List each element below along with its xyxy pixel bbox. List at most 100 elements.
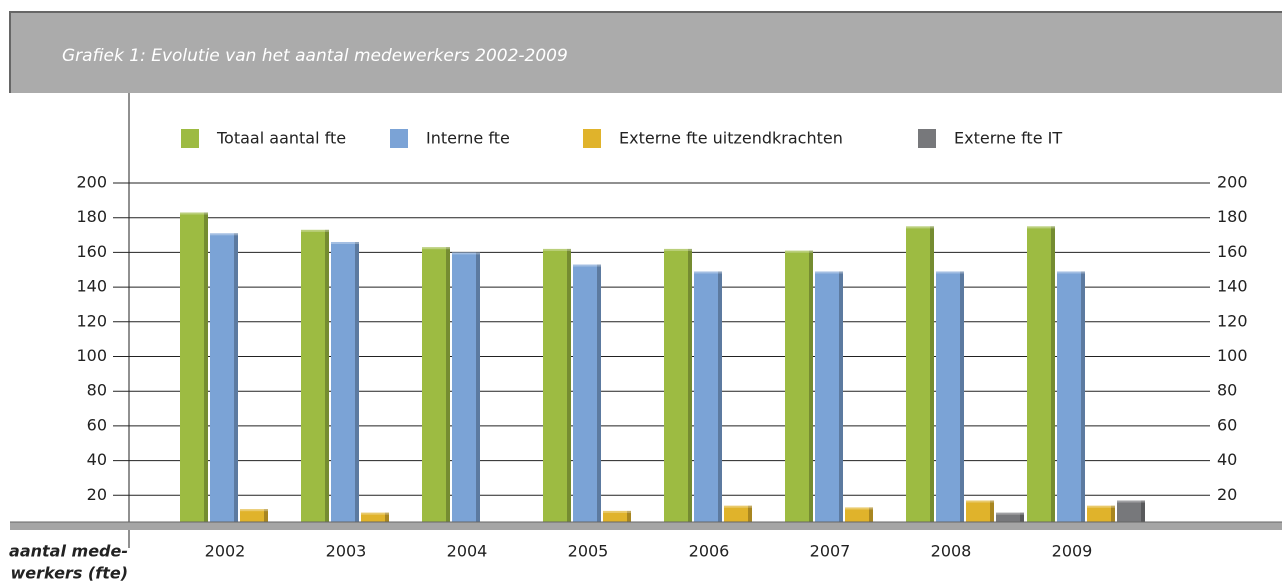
y-axis-label: werkers (fte) [10,564,128,583]
bar-side [476,252,480,530]
bar-top [422,247,450,250]
bar [785,250,813,531]
y2-tick-label: 100 [1217,346,1248,365]
bar-top [936,271,964,274]
bar-top [724,505,752,508]
y-tick-label: 40 [87,450,107,469]
frame [9,11,1282,93]
bar-top [603,510,631,513]
bar [815,271,843,530]
bar-top [573,264,601,267]
bar-side [234,233,238,530]
y-tick-label: 60 [87,415,107,434]
y-tick-label: 200 [76,173,107,192]
bar-side [930,226,934,530]
bar-top [966,500,994,503]
bar-side [325,229,329,530]
bar-side [990,500,994,530]
bar-side [688,248,692,530]
bar-top [452,252,480,255]
legend-label: Interne fte [426,129,510,148]
y-tick-label: 80 [87,381,107,400]
bar-top [785,250,813,253]
bar-side [597,264,601,530]
bar-side [809,250,813,531]
bar-side [446,247,450,530]
legend-swatch [918,129,936,148]
bar-side [1141,500,1145,530]
bar-side [1081,271,1085,530]
bar-top [845,507,873,510]
bar [664,248,692,530]
x-tick-label: 2005 [568,542,609,561]
y2-tick-label: 80 [1217,381,1237,400]
x-tick-label: 2004 [447,542,488,561]
bar-top [1057,271,1085,274]
bar [694,271,722,530]
x-tick-label: 2007 [810,542,851,561]
x-tick-label: 2008 [931,542,972,561]
y2-tick-label: 160 [1217,242,1248,261]
legend-label: Externe fte IT [954,129,1062,148]
bar [573,264,601,530]
bar-top [240,509,268,512]
bar-top [664,248,692,251]
y-tick-label: 140 [76,277,107,296]
bar-side [1051,226,1055,530]
y-tick-label: 20 [87,485,107,504]
bar-top [331,241,359,244]
bar-top [543,248,571,251]
bar-top [815,271,843,274]
bar-side [839,271,843,530]
bar-top [1117,500,1145,503]
bar-side [718,271,722,530]
bar-top [694,271,722,274]
bar [906,226,934,530]
chart-title: Grafiek 1: Evolutie van het aantal medew… [62,46,568,66]
bar-side [627,510,631,530]
y-tick-label: 100 [76,346,107,365]
bar [331,241,359,531]
bar-side [355,241,359,531]
y2-tick-label: 40 [1217,450,1237,469]
header-band [10,12,1282,93]
legend-swatch [583,129,601,148]
bar-top [996,512,1024,515]
x-tick-label: 2009 [1052,542,1093,561]
legend-label: Totaal aantal fte [216,129,346,148]
y2-tick-label: 180 [1217,207,1248,226]
bar-side [960,271,964,530]
bar-top [1087,505,1115,508]
bar [543,248,571,530]
bar [1027,226,1055,530]
y2-tick-label: 20 [1217,485,1237,504]
bar [301,229,329,530]
x-tick-label: 2006 [689,542,730,561]
bar [1057,271,1085,530]
bar-side [567,248,571,530]
legend-swatch [181,129,199,148]
y2-tick-label: 60 [1217,415,1237,434]
y2-tick-label: 140 [1217,277,1248,296]
bar-side [1111,505,1115,530]
bar-top [1027,226,1055,229]
y2-tick-label: 200 [1217,173,1248,192]
y-tick-label: 160 [76,242,107,261]
bar-side [869,507,873,530]
bar-side [204,212,208,530]
y-tick-label: 120 [76,311,107,330]
bar [210,233,238,530]
bar-side [385,512,389,530]
bar-top [906,226,934,229]
bar-top [210,233,238,236]
bar-side [264,509,268,530]
y-tick-label: 180 [76,207,107,226]
x-tick-label: 2002 [205,542,246,561]
bar-top [301,229,329,232]
bar [422,247,450,530]
legend-label: Externe fte uitzendkrachten [619,129,843,148]
legend-swatch [390,129,408,148]
y-axis-label: aantal mede- [9,542,128,561]
bar [936,271,964,530]
